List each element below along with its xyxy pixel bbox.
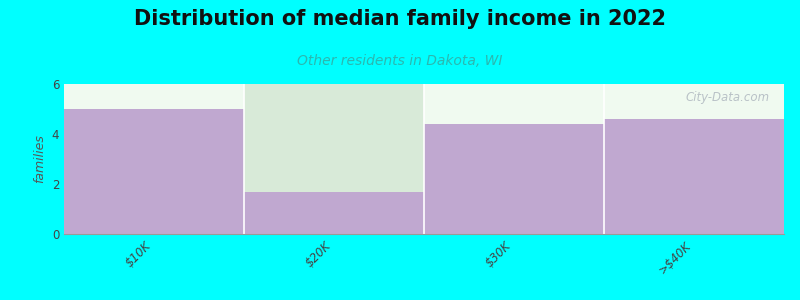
Y-axis label: families: families [33,135,46,183]
Bar [64,109,244,234]
Text: Other residents in Dakota, WI: Other residents in Dakota, WI [298,54,502,68]
Text: Distribution of median family income in 2022: Distribution of median family income in … [134,9,666,29]
Bar [244,84,424,234]
Text: City-Data.com: City-Data.com [686,92,770,104]
Bar [424,124,604,234]
Bar [244,191,424,234]
Bar [604,119,784,234]
